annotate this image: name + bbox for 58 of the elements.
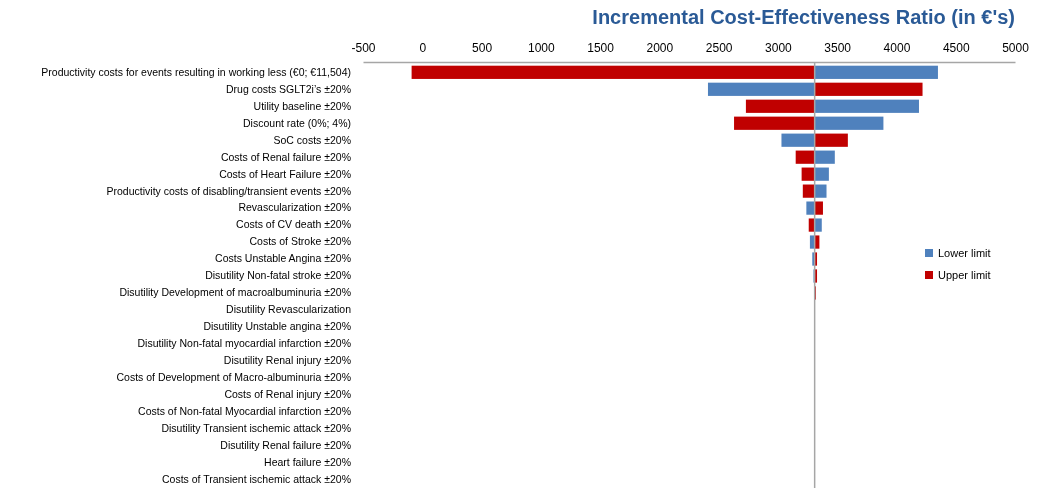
y-tick-label: Disutility Development of macroalbuminuria ±20%: [119, 286, 351, 299]
x-tick-label: 3000: [765, 41, 793, 55]
y-tick-label: Costs of Non-fatal Myocardial infarction ±20%: [138, 405, 351, 418]
legend-label: Upper limit: [938, 269, 991, 281]
y-tick-label: Discount rate (0%; 4%): [243, 116, 351, 129]
bar: [814, 99, 919, 113]
y-tick-label: Costs of CV death ±20%: [236, 218, 351, 231]
x-tick-label: 4500: [942, 41, 970, 55]
bar: [707, 82, 815, 96]
bar: [814, 82, 923, 96]
bar: [802, 184, 815, 198]
x-tick-label: 1000: [527, 41, 555, 55]
bar: [734, 116, 815, 130]
y-tick-label: Disutility Unstable angina ±20%: [203, 320, 351, 333]
y-tick-label: Revascularization ±20%: [238, 201, 351, 214]
bar: [814, 116, 884, 130]
bar: [814, 218, 822, 232]
y-tick-label: Productivity costs of disabling/transient events ±20%: [106, 184, 351, 197]
bar: [814, 133, 848, 147]
y-tick-label: Disutility Renal failure ±20%: [220, 439, 351, 452]
y-tick-label: Drug costs SGLT2i’s ±20%: [225, 82, 351, 95]
y-tick-label: Costs of Renal failure ±20%: [220, 150, 351, 163]
x-tick-label: 5000: [1002, 41, 1030, 55]
bar: [814, 167, 829, 181]
bar: [814, 150, 835, 164]
y-tick-label: Disutility Renal injury ±20%: [223, 354, 351, 367]
y-tick-label: Disutility Non-fatal myocardial infarction ±20%: [137, 337, 351, 350]
y-tick-label: Heart failure ±20%: [264, 456, 351, 469]
bar: [814, 65, 938, 79]
bar: [795, 150, 815, 164]
y-tick-label: Disutility Transient ischemic attack ±20%: [161, 422, 351, 435]
bar: [814, 201, 823, 215]
x-tick-label: 0: [419, 41, 427, 55]
x-tick-label: 2500: [705, 41, 733, 55]
y-tick-label: Costs Unstable Angina ±20%: [215, 252, 351, 265]
bar: [745, 99, 815, 113]
y-tick-label: Disutility Revascularization: [226, 303, 352, 316]
legend-label: Lower limit: [938, 247, 991, 259]
y-tick-label: Costs of Stroke ±20%: [249, 235, 351, 248]
x-tick-label: 3500: [824, 41, 852, 55]
x-tick-label: 2000: [646, 41, 674, 55]
x-tick-label: 4000: [883, 41, 911, 55]
chart-title: Incremental Cost-Effectiveness Ratio (in €'s): [592, 6, 1015, 28]
y-tick-label: Costs of Heart Failure ±20%: [219, 167, 351, 180]
y-tick-label: SoC costs ±20%: [273, 133, 351, 146]
x-tick-label: 500: [472, 41, 493, 55]
y-tick-label: Productivity costs for events resulting in working less (€0; €11,504): [41, 65, 351, 78]
bar: [801, 167, 815, 181]
y-tick-label: Costs of Development of Macro-albuminuria ±20%: [116, 371, 351, 384]
x-tick-label: 1500: [587, 41, 615, 55]
y-tick-label: Costs of Transient ischemic attack ±20%: [161, 473, 351, 486]
bar: [411, 65, 815, 79]
y-tick-label: Utility baseline ±20%: [253, 99, 351, 112]
bar: [814, 184, 827, 198]
y-tick-label: Costs of Renal injury ±20%: [224, 388, 351, 401]
bar: [781, 133, 815, 147]
x-tick-label: -500: [351, 41, 376, 55]
y-tick-label: Disutility Non-fatal stroke ±20%: [205, 269, 351, 282]
